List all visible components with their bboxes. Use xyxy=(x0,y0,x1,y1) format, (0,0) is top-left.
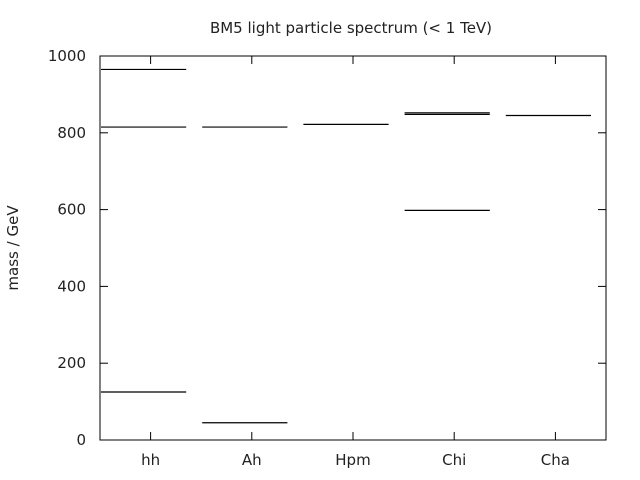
y-tick-labels: 0 200 400 600 800 1000 xyxy=(48,47,86,449)
mass-levels xyxy=(101,68,591,424)
plot-frame xyxy=(99,55,607,441)
x-tick-labels: hh Ah Hpm Chi Cha xyxy=(141,451,570,469)
x-tick-label: hh xyxy=(141,451,160,469)
y-tick-label: 600 xyxy=(57,201,86,219)
x-tick-label: Cha xyxy=(541,451,570,469)
y-tick-label: 400 xyxy=(57,277,86,295)
x-tick-label: Chi xyxy=(442,451,466,469)
y-tick-label: 0 xyxy=(76,431,86,449)
x-tick-label: Ah xyxy=(242,451,262,469)
chart-title: BM5 light particle spectrum (< 1 TeV) xyxy=(210,19,492,37)
x-tick-label: Hpm xyxy=(335,451,370,469)
y-tick-label: 1000 xyxy=(48,47,86,65)
axis-ticks xyxy=(100,55,606,441)
y-axis-label: mass / GeV xyxy=(4,205,22,291)
y-tick-label: 800 xyxy=(57,124,86,142)
y-tick-label: 200 xyxy=(57,354,86,372)
